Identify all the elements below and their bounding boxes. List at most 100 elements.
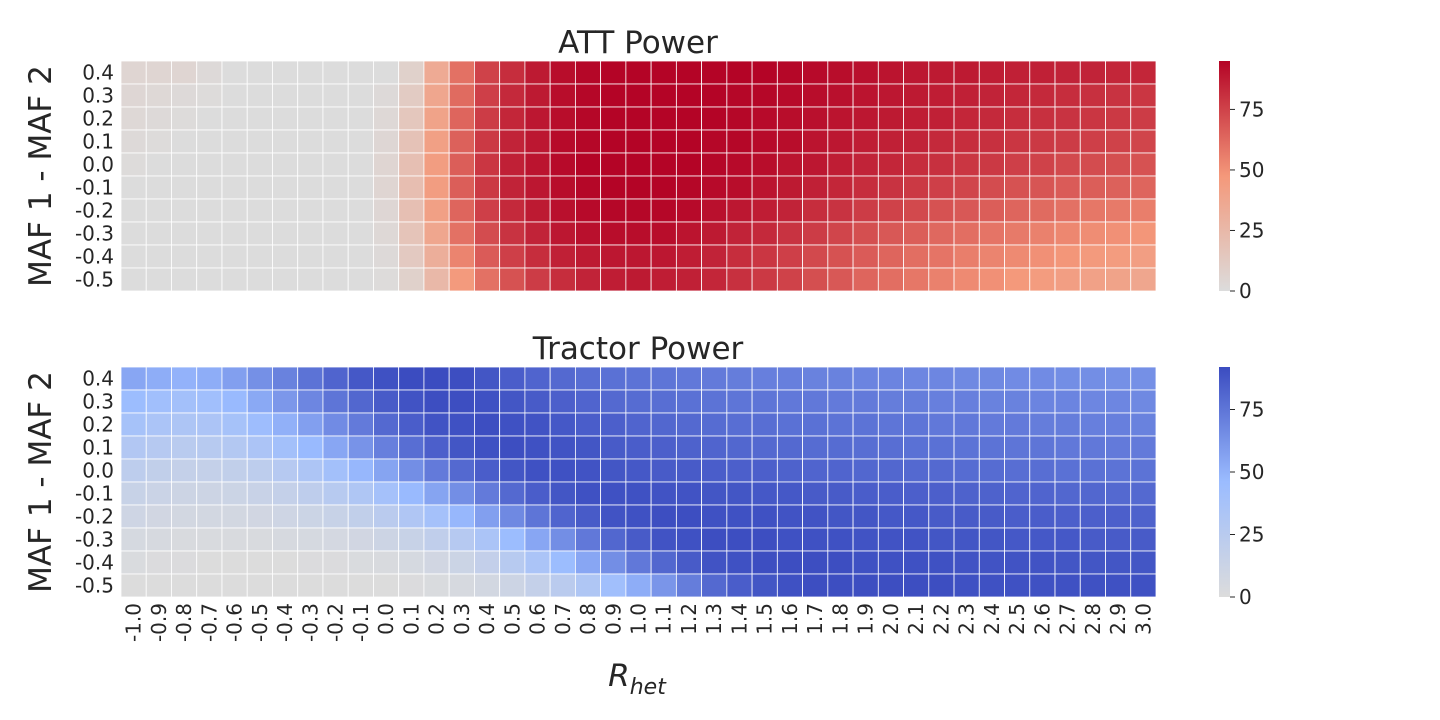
- heatmap-cell: [701, 244, 728, 269]
- heatmap-cell: [650, 458, 677, 483]
- heatmap-cell: [600, 221, 627, 246]
- heatmap-cell: [852, 389, 879, 414]
- heatmap-cell: [701, 129, 728, 154]
- heatmap-cell: [978, 481, 1005, 506]
- heatmap-cell: [171, 175, 198, 200]
- heatmap-cell: [145, 244, 172, 269]
- x-tick-label: -0.1: [349, 603, 373, 642]
- heatmap-cell: [600, 412, 627, 437]
- heatmap-cell: [802, 481, 829, 506]
- heatmap-cell: [398, 366, 425, 391]
- heatmap-cell: [373, 550, 400, 575]
- heatmap-cell: [903, 221, 930, 246]
- heatmap-cell: [953, 129, 980, 154]
- heatmap-cell: [1029, 458, 1056, 483]
- heatmap-cell: [297, 435, 324, 460]
- heatmap-cell: [448, 244, 475, 269]
- heatmap-cell: [347, 573, 374, 598]
- heatmap-cell: [827, 244, 854, 269]
- heatmap-cell: [423, 106, 450, 131]
- heatmap-cell: [701, 481, 728, 506]
- heatmap-cell: [246, 573, 273, 598]
- heatmap-cell: [1029, 152, 1056, 177]
- heatmap-cell: [1004, 550, 1031, 575]
- heatmap-cell: [474, 267, 501, 292]
- heatmap-cell: [297, 504, 324, 529]
- x-tick-label: 2.5: [1005, 603, 1029, 635]
- heatmap-cell: [928, 152, 955, 177]
- heatmap-cell: [877, 389, 904, 414]
- heatmap-cell: [1079, 573, 1106, 598]
- heatmap-cell: [221, 83, 248, 108]
- heatmap-cell: [877, 129, 904, 154]
- x-tick-label: 1.3: [702, 603, 726, 635]
- x-tick-label: -0.6: [223, 603, 247, 642]
- heatmap-cell: [827, 221, 854, 246]
- heatmap-cell: [347, 550, 374, 575]
- heatmap-cell: [600, 527, 627, 552]
- heatmap-cell: [246, 129, 273, 154]
- heatmap-cell: [221, 267, 248, 292]
- heatmap-cell: [322, 221, 349, 246]
- heatmap-cell: [1079, 106, 1106, 131]
- heatmap-cell: [120, 60, 147, 85]
- heatmap-cell: [196, 389, 223, 414]
- heatmap-cell: [852, 366, 879, 391]
- heatmap-cell: [1029, 244, 1056, 269]
- y-tick-label: -0.4: [75, 551, 114, 575]
- heatmap-cell: [903, 175, 930, 200]
- heatmap-cell: [373, 366, 400, 391]
- heatmap-cell: [1004, 389, 1031, 414]
- heatmap-cell: [1029, 106, 1056, 131]
- heatmap-cell: [1079, 83, 1106, 108]
- x-tick-label: 0.7: [551, 603, 575, 635]
- heatmap-cell: [120, 152, 147, 177]
- x-axis-label-main: R: [608, 658, 630, 694]
- heatmap-cell: [978, 458, 1005, 483]
- heatmap-cell: [474, 550, 501, 575]
- heatmap-cell: [701, 106, 728, 131]
- heatmap-cell: [1130, 435, 1157, 460]
- heatmap-cell: [373, 458, 400, 483]
- heatmap-cell: [877, 504, 904, 529]
- y-tick-label: 0.3: [82, 84, 114, 108]
- heatmap-cell: [196, 83, 223, 108]
- heatmap-cell: [625, 573, 652, 598]
- heatmap-cell: [171, 458, 198, 483]
- heatmap-cell: [776, 267, 803, 292]
- chart-title-tractor: Tractor Power: [532, 331, 744, 367]
- heatmap-cell: [802, 527, 829, 552]
- heatmap-cell: [1130, 366, 1157, 391]
- heatmap-cell: [625, 83, 652, 108]
- x-tick-label: 2.6: [1030, 603, 1054, 635]
- heatmap-cell: [322, 412, 349, 437]
- heatmap-cell: [650, 83, 677, 108]
- heatmap-cell: [120, 366, 147, 391]
- heatmap-cell: [145, 366, 172, 391]
- heatmap-cell: [625, 221, 652, 246]
- heatmap-cell: [650, 412, 677, 437]
- heatmap-cell: [802, 198, 829, 223]
- heatmap-cell: [1004, 244, 1031, 269]
- heatmap-cell: [675, 550, 703, 575]
- heatmap-cell: [171, 60, 198, 85]
- heatmap-cell: [600, 504, 627, 529]
- x-tick-label: 2.7: [1056, 603, 1080, 635]
- heatmap-cell: [448, 221, 475, 246]
- heatmap-cell: [549, 458, 576, 483]
- heatmap-cell: [1054, 366, 1081, 391]
- heatmap-cell: [373, 106, 400, 131]
- heatmap-cell: [398, 175, 425, 200]
- heatmap-cell: [574, 504, 602, 529]
- heatmap-cell: [272, 412, 299, 437]
- x-tick-labels-tractor: -1.0 -0.9 -0.8 -0.7 -0.6 -0.5 -0.4 -0.3 -0.2 -0.1…: [122, 603, 1156, 642]
- heatmap-cell: [1105, 573, 1132, 598]
- heatmap-cell: [499, 504, 526, 529]
- heatmap-cell: [196, 267, 223, 292]
- heatmap-cell: [549, 366, 576, 391]
- heatmap-cell: [625, 175, 652, 200]
- heatmap-cell: [448, 129, 475, 154]
- heatmap-cell: [1079, 267, 1106, 292]
- colorbar-ticks-tractor: 0 25 50 75: [1230, 398, 1264, 609]
- heatmap-cell: [272, 83, 299, 108]
